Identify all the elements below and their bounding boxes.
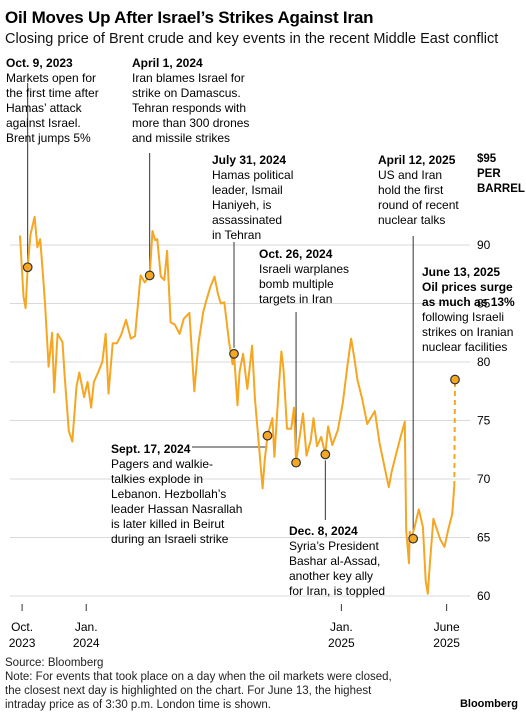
event-text: leader, Ismail (212, 183, 283, 197)
event-text: Hamas political (212, 168, 293, 182)
event-marker (229, 348, 239, 359)
event-text: targets in Iran (259, 292, 332, 306)
y-tick-label: 75 (477, 414, 491, 428)
event-text: Haniyeh, is (212, 198, 271, 212)
footnote-line-3: intraday price as of 3:30 p.m. London ti… (5, 699, 271, 711)
y-unit-label: $95 (477, 153, 497, 165)
event-title: June 13, 2025 (422, 265, 500, 279)
x-tick-label: 2023 (9, 636, 36, 650)
event-text: Syria’s President (289, 539, 379, 553)
event-text: Pagers and walkie- (111, 457, 213, 471)
event-text: Brent jumps 5% (6, 131, 91, 145)
event-text-bold: Oil prices surge (422, 280, 513, 294)
event-text: US and Iran (378, 168, 442, 182)
event-text: another key ally (289, 569, 373, 583)
event-text: assassinated (212, 213, 282, 227)
y-tick-label: 90 (477, 238, 491, 252)
x-tick-label: Oct. (11, 620, 33, 634)
event-text: during an Israeli strike (111, 532, 229, 546)
event-text: for Iran, is toppled (289, 584, 385, 598)
event-text: Hamas’ attack (6, 101, 83, 115)
footnote-line-1: Note: For events that took place on a da… (5, 671, 392, 683)
event-text: following Israeli (422, 310, 504, 324)
source-note: Source: Bloomberg (5, 657, 104, 669)
event-text: hold the first (378, 183, 444, 197)
event-text: Israeli warplanes (259, 262, 349, 276)
event-marker (144, 270, 155, 281)
event-text: more than 300 drones (132, 116, 249, 130)
event-text: nuclear talks (378, 213, 445, 227)
event-text: leader Hassan Nasrallah (111, 502, 242, 516)
event-title: Dec. 8, 2024 (289, 524, 358, 538)
event-text: talkies explode in (111, 472, 203, 486)
intraday-dashed-line (453, 379, 456, 487)
chart-title: Oil Moves Up After Israel’s Strikes Agai… (5, 8, 374, 27)
x-tick-label: June (434, 620, 460, 634)
event-text: in Tehran (212, 228, 261, 242)
x-tick-label: 2024 (73, 636, 100, 650)
brent-price-line (19, 215, 456, 595)
event-text: Tehran responds with (132, 101, 246, 115)
y-tick-label: 80 (477, 355, 491, 369)
event-text: Iran blames Israel for (132, 71, 245, 85)
event-title: Oct. 9, 2023 (6, 56, 73, 70)
event-title: July 31, 2024 (212, 153, 286, 167)
event-title: Oct. 26, 2024 (259, 247, 333, 261)
event-title: April 1, 2024 (132, 56, 203, 70)
footnote-line-2: the closest next day is highlighted on t… (5, 685, 372, 697)
event-title: April 12, 2025 (378, 153, 456, 167)
y-tick-label: 70 (477, 472, 491, 486)
y-tick-label: 85 (477, 297, 491, 311)
x-tick-label: Jan. (75, 620, 98, 634)
event-text-bold: as much as 13% (422, 295, 515, 309)
event-text: bomb multiple (259, 277, 334, 291)
event-text: strikes on Iranian (422, 325, 513, 339)
y-tick-label: 60 (477, 589, 491, 603)
y-unit-label: BARREL (477, 183, 525, 195)
event-marker (320, 449, 331, 460)
event-marker (408, 533, 419, 544)
event-marker (450, 374, 460, 385)
event-text: and missile strikes (132, 131, 230, 145)
event-text: against Israel. (6, 116, 81, 130)
event-text: is later killed in Beirut (111, 517, 225, 531)
x-tick-label: Jan. (330, 620, 353, 634)
event-marker (262, 430, 273, 441)
event-text: the first time after (6, 86, 99, 100)
event-marker (22, 262, 33, 273)
event-title: Sept. 17, 2024 (111, 442, 191, 456)
x-tick-label: 2025 (433, 636, 460, 650)
event-text: nuclear facilities (422, 340, 507, 354)
y-tick-label: 65 (477, 531, 491, 545)
event-text: Markets open for (6, 71, 96, 85)
event-text: Bashar al-Assad, (289, 554, 380, 568)
y-unit-label: PER (477, 168, 501, 180)
event-text: Lebanon. Hezbollah’s (111, 487, 226, 501)
event-text: strike on Damascus. (132, 86, 241, 100)
chart-subtitle: Closing price of Brent crude and key eve… (5, 31, 499, 47)
bloomberg-logo: Bloomberg (459, 698, 518, 710)
event-marker (291, 457, 301, 468)
event-text: round of recent (378, 198, 459, 212)
x-tick-label: 2025 (328, 636, 355, 650)
